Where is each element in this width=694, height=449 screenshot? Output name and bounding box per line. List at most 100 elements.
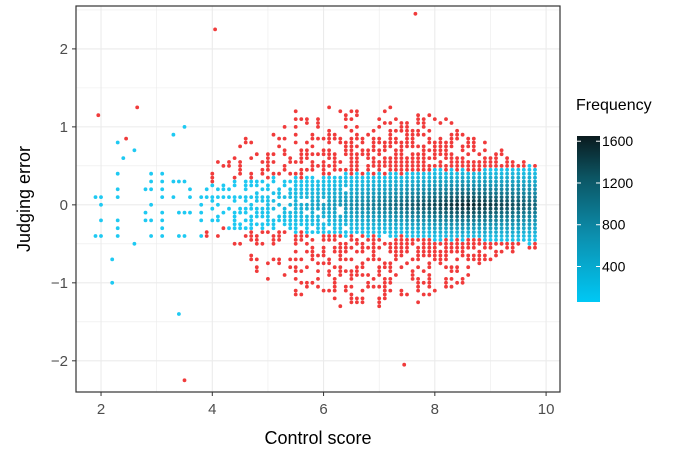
data-point: [377, 172, 381, 176]
data-point-outlier: [355, 152, 359, 156]
data-point: [316, 191, 320, 195]
data-point: [344, 172, 348, 176]
data-point-outlier: [338, 254, 342, 258]
data-point: [450, 207, 454, 211]
data-point-outlier: [483, 258, 487, 262]
data-point-outlier: [299, 293, 303, 297]
data-point: [249, 222, 253, 226]
data-point-outlier: [372, 148, 376, 152]
data-point-outlier: [388, 242, 392, 246]
data-point: [528, 172, 532, 176]
data-point: [377, 191, 381, 195]
data-point: [94, 195, 98, 199]
data-point-outlier: [400, 293, 404, 297]
data-point: [283, 211, 287, 215]
data-point: [466, 222, 470, 226]
data-point-outlier: [383, 156, 387, 160]
data-point: [511, 215, 515, 219]
data-point: [394, 215, 398, 219]
data-point-outlier: [494, 160, 498, 164]
data-point: [477, 222, 481, 226]
data-point: [311, 176, 315, 180]
data-point: [400, 180, 404, 184]
data-point-outlier: [494, 254, 498, 258]
data-point: [244, 180, 248, 184]
data-point-outlier: [477, 254, 481, 258]
data-point: [255, 207, 259, 211]
data-point: [411, 195, 415, 199]
data-point-outlier: [494, 152, 498, 156]
data-point-outlier: [405, 238, 409, 242]
data-point: [372, 230, 376, 234]
data-point: [522, 187, 526, 191]
data-point: [249, 195, 253, 199]
data-point: [511, 238, 515, 242]
data-point: [361, 199, 365, 203]
data-point: [372, 199, 376, 203]
data-point-outlier: [455, 258, 459, 262]
data-point-outlier: [299, 269, 303, 273]
data-point: [322, 176, 326, 180]
data-point-outlier: [466, 258, 470, 262]
data-point: [394, 195, 398, 199]
data-point: [255, 215, 259, 219]
data-point: [411, 234, 415, 238]
data-point-outlier: [522, 160, 526, 164]
data-point: [522, 176, 526, 180]
data-point-outlier: [455, 265, 459, 269]
data-point-outlier: [350, 160, 354, 164]
data-point-outlier: [350, 109, 354, 113]
data-point: [422, 172, 426, 176]
data-point-outlier: [305, 250, 309, 254]
y-axis: −2−1012: [51, 41, 76, 370]
data-point: [266, 207, 270, 211]
data-point: [388, 172, 392, 176]
data-point-outlier: [277, 230, 281, 234]
data-point: [327, 176, 331, 180]
data-point-outlier: [416, 156, 420, 160]
data-point: [255, 199, 259, 203]
data-point-outlier: [416, 168, 420, 172]
data-point-outlier: [422, 125, 426, 129]
data-point-outlier: [427, 293, 431, 297]
data-point: [427, 211, 431, 215]
data-point-outlier: [350, 293, 354, 297]
data-point-outlier: [394, 246, 398, 250]
data-point: [366, 234, 370, 238]
data-point: [483, 222, 487, 226]
data-point: [472, 211, 476, 215]
data-point-outlier: [205, 230, 209, 234]
data-point-outlier: [316, 121, 320, 125]
data-point: [216, 195, 220, 199]
data-point-outlier: [333, 137, 337, 141]
data-point: [461, 226, 465, 230]
data-point: [439, 187, 443, 191]
data-point-outlier: [400, 152, 404, 156]
data-point-outlier: [427, 129, 431, 133]
data-point-outlier: [238, 242, 242, 246]
data-point: [439, 219, 443, 223]
data-point-outlier: [400, 238, 404, 242]
data-point: [388, 211, 392, 215]
data-point: [333, 211, 337, 215]
data-point-outlier: [383, 164, 387, 168]
data-point: [433, 219, 437, 223]
data-point: [383, 207, 387, 211]
data-point-outlier: [427, 156, 431, 160]
data-point: [388, 226, 392, 230]
data-point: [327, 207, 331, 211]
data-point: [283, 195, 287, 199]
data-point-outlier: [472, 258, 476, 262]
data-point-outlier: [416, 265, 420, 269]
data-point-outlier: [350, 156, 354, 160]
data-point: [121, 156, 125, 160]
data-point: [522, 211, 526, 215]
data-point-outlier: [361, 265, 365, 269]
y-tick-label: 0: [60, 197, 68, 214]
data-point: [433, 176, 437, 180]
data-point: [405, 222, 409, 226]
data-point-outlier: [299, 168, 303, 172]
data-point-outlier: [388, 168, 392, 172]
data-point: [327, 191, 331, 195]
data-point-outlier: [489, 242, 493, 246]
